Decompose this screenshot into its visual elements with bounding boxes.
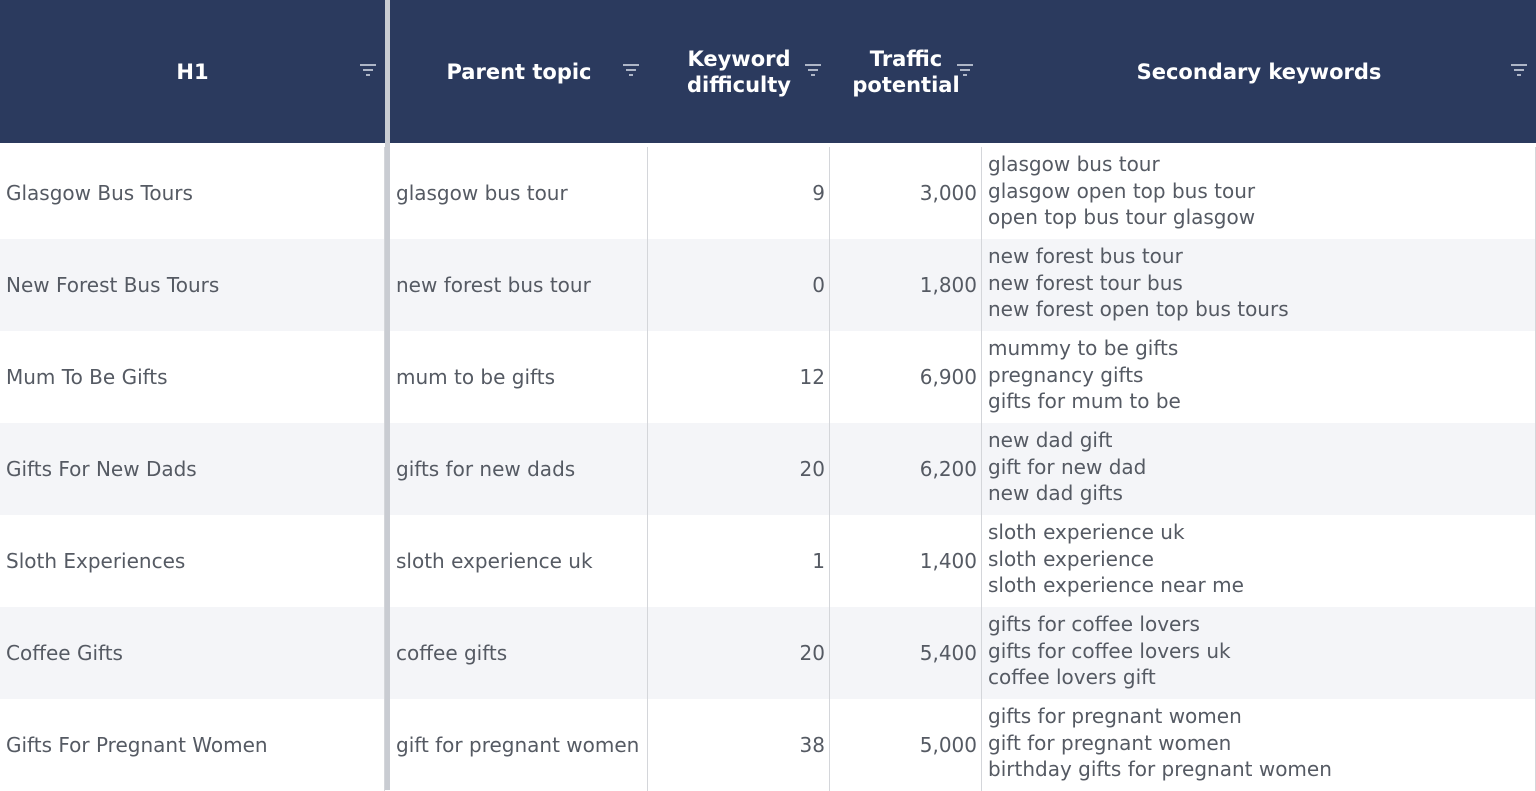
column-freeze-divider [385,0,390,790]
h1-cell: Glasgow Bus Tours [0,147,385,239]
keyword: gifts for coffee lovers uk [988,638,1231,663]
keyword: gift for pregnant women [988,730,1232,755]
keyword: mummy to be gifts [988,336,1179,360]
column-header[interactable]: H1 [0,0,385,143]
keyword-difficulty-cell: 12 [648,331,830,423]
h1-cell: Gifts For Pregnant Women [0,699,385,791]
traffic-potential-cell: 5,400 [830,607,982,699]
secondary-keywords-cell: new dad gift gift for new dad new dad gift… [982,423,1536,515]
secondary-keywords-cell: gifts for coffee lovers gifts for coffee … [982,607,1536,699]
parent-topic-cell: coffee gifts [390,607,648,699]
keyword-difficulty-cell: 9 [648,147,830,239]
keyword: gift for new dad [988,454,1147,479]
header-text: Traffic potential [852,46,960,97]
keyword: gifts for mum to be [988,389,1181,413]
filter-icon[interactable] [956,64,974,76]
traffic-potential-cell: 6,900 [830,331,982,423]
traffic-potential-cell: 3,000 [830,147,982,239]
h1-cell: Mum To Be Gifts [0,331,385,423]
column-header[interactable]: Traffic potential [830,0,982,143]
keyword: new dad gift [988,428,1113,452]
keyword: coffee lovers gift [988,665,1156,689]
keyword-difficulty-cell: 1 [648,515,830,607]
header-text: Secondary keywords [1136,59,1382,84]
h1-cell: New Forest Bus Tours [0,239,385,331]
traffic-potential-cell: 1,400 [830,515,982,607]
parent-topic-cell: new forest bus tour [390,239,648,331]
h1-cell: Gifts For New Dads [0,423,385,515]
filter-icon[interactable] [359,64,377,76]
filter-icon[interactable] [804,64,822,76]
parent-topic-cell: gift for pregnant women [390,699,648,791]
secondary-keywords-cell: gifts for pregnant women gift for pregnan… [982,699,1536,791]
keyword: sloth experience near me [988,573,1244,597]
filter-icon[interactable] [622,64,640,76]
filter-icon[interactable] [1510,64,1528,76]
h1-cell: Coffee Gifts [0,607,385,699]
keyword: new forest open top bus tours [988,297,1289,321]
keyword: new forest bus tour [988,244,1183,268]
keyword: glasgow bus tour [988,152,1160,176]
parent-topic-cell: gifts for new dads [390,423,648,515]
header-text: Parent topic [446,59,592,84]
keyword: gifts for pregnant women [988,704,1242,728]
secondary-keywords-cell: new forest bus tour new forest tour bus ne… [982,239,1536,331]
parent-topic-cell: glasgow bus tour [390,147,648,239]
header-text: H1 [176,59,209,84]
traffic-potential-cell: 5,000 [830,699,982,791]
secondary-keywords-cell: sloth experience uk sloth experience sloth… [982,515,1536,607]
traffic-potential-cell: 6,200 [830,423,982,515]
keyword: new forest tour bus [988,270,1183,295]
keyword-difficulty-cell: 0 [648,239,830,331]
column-header[interactable]: Secondary keywords [982,0,1536,143]
keyword-difficulty-cell: 20 [648,423,830,515]
keyword: birthday gifts for pregnant women [988,757,1332,781]
parent-topic-cell: mum to be gifts [390,331,648,423]
keyword: pregnancy gifts [988,362,1144,387]
keyword-difficulty-cell: 20 [648,607,830,699]
traffic-potential-cell: 1,800 [830,239,982,331]
header-text: Keyword difficulty [687,46,791,97]
column-header[interactable]: Parent topic [390,0,648,143]
keyword-difficulty-cell: 38 [648,699,830,791]
keyword: glasgow open top bus tour [988,178,1256,203]
secondary-keywords-cell: glasgow bus tour glasgow open top bus tou… [982,147,1536,239]
secondary-keywords-cell: mummy to be gifts pregnancy gifts gifts fo… [982,331,1536,423]
h1-cell: Sloth Experiences [0,515,385,607]
keyword: sloth experience uk [988,520,1185,544]
keyword: sloth experience [988,546,1154,571]
keyword: new dad gifts [988,481,1123,505]
column-header[interactable]: Keyword difficulty [648,0,830,143]
keyword: gifts for coffee lovers [988,612,1200,636]
parent-topic-cell: sloth experience uk [390,515,648,607]
keyword: open top bus tour glasgow [988,205,1256,229]
